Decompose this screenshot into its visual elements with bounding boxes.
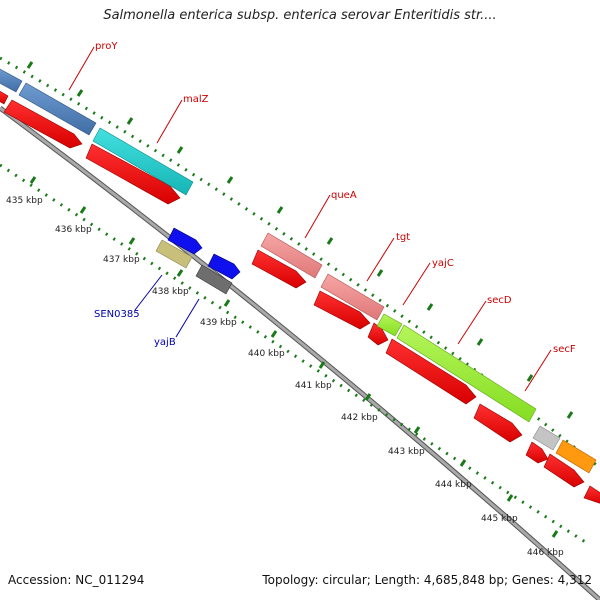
- gene-label-yajC[interactable]: yajC: [432, 258, 454, 269]
- gene-features: [0, 68, 597, 474]
- tick-label-436: 436 kbp: [55, 225, 92, 235]
- inner-ruler: [0, 163, 591, 547]
- gene-feature-SEN0385[interactable]: [155, 239, 193, 269]
- tick-label-441: 441 kbp: [295, 381, 332, 391]
- outer-ruler: [0, 56, 600, 470]
- gene-label-yajB[interactable]: yajB: [154, 337, 176, 348]
- tick-label-435: 435 kbp: [6, 196, 43, 206]
- map-title: Salmonella enterica subsp. enterica sero…: [103, 8, 497, 23]
- cds-arrow[interactable]: [583, 485, 600, 504]
- tick-label-445: 445 kbp: [481, 514, 518, 524]
- gene-feature-previous[interactable]: [0, 68, 23, 93]
- gene-feature-queA[interactable]: [260, 232, 323, 279]
- tick-label-446: 446 kbp: [527, 548, 564, 558]
- gene-labels: proY malZ queA tgt yajC secD secF SEN038…: [94, 41, 576, 355]
- tick-label-444: 444 kbp: [435, 480, 472, 490]
- cds-arrow[interactable]: [313, 290, 371, 330]
- gene-label-tgt[interactable]: tgt: [396, 232, 410, 243]
- reverse-features: [155, 227, 241, 295]
- gene-label-secD[interactable]: secD: [487, 295, 512, 306]
- gene-feature-proY[interactable]: [18, 82, 97, 136]
- gene-label-malZ[interactable]: malZ: [183, 94, 209, 105]
- tick-label-443: 443 kbp: [388, 447, 425, 457]
- gene-label-proY[interactable]: proY: [95, 41, 118, 52]
- tick-label-438: 438 kbp: [152, 287, 189, 297]
- cds-arrow[interactable]: [525, 441, 549, 464]
- gene-label-SEN0385[interactable]: SEN0385: [94, 309, 140, 320]
- gene-feature-secD[interactable]: [396, 324, 537, 423]
- summary-text: Topology: circular; Length: 4,685,848 bp…: [262, 573, 592, 587]
- cds-arrow[interactable]: [0, 90, 9, 105]
- cds-track: [0, 90, 600, 504]
- cds-arrow[interactable]: [251, 249, 307, 289]
- cds-arrow[interactable]: [473, 403, 523, 443]
- gene-feature-tgt[interactable]: [320, 273, 385, 321]
- tick-label-439: 439 kbp: [200, 318, 237, 328]
- tick-labels: 435 kbp 436 kbp 437 kbp 438 kbp 439 kbp …: [6, 196, 564, 558]
- gene-feature-secF[interactable]: [555, 439, 597, 474]
- accession-text: Accession: NC_011294: [8, 573, 145, 587]
- label-leaders: [68, 46, 552, 392]
- gene-feature-secF-gray[interactable]: [532, 425, 561, 451]
- reverse-arrow[interactable]: [167, 227, 203, 255]
- gene-label-queA[interactable]: queA: [331, 190, 357, 201]
- gene-feature-malZ[interactable]: [92, 127, 194, 196]
- gene-feature-yajB[interactable]: [195, 264, 233, 295]
- cds-arrow[interactable]: [85, 143, 181, 205]
- cds-arrow[interactable]: [543, 453, 585, 488]
- gene-label-secF[interactable]: secF: [553, 344, 576, 355]
- reverse-arrow[interactable]: [207, 253, 241, 280]
- cds-arrow[interactable]: [385, 338, 477, 405]
- backbone: [0, 105, 600, 600]
- gene-feature-yajC[interactable]: [376, 313, 403, 337]
- tick-label-437: 437 kbp: [103, 255, 140, 265]
- cds-arrow[interactable]: [3, 99, 83, 149]
- tick-label-442: 442 kbp: [341, 413, 378, 423]
- tick-label-440: 440 kbp: [248, 349, 285, 359]
